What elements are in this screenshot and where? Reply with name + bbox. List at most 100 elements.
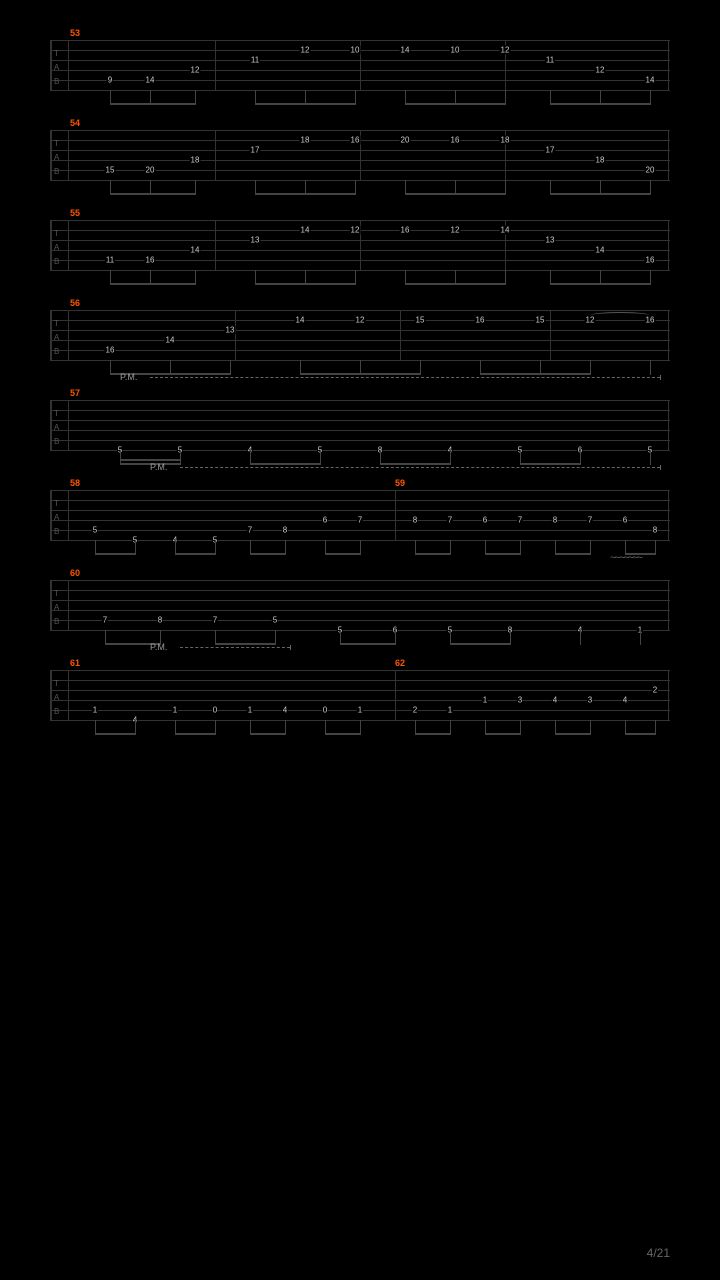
tab-letter: B <box>54 438 59 446</box>
fret-number: 13 <box>545 236 556 245</box>
string-line <box>50 430 670 431</box>
beam <box>550 193 651 195</box>
fret-number: 1 <box>247 706 253 715</box>
fret-number: 13 <box>225 326 236 335</box>
beam <box>415 553 451 555</box>
fret-number: 12 <box>190 66 201 75</box>
barline <box>395 670 396 720</box>
fret-number: 14 <box>190 246 201 255</box>
string-line <box>50 420 670 421</box>
stem-row <box>50 450 670 468</box>
fret-number: 0 <box>322 706 328 715</box>
string-line <box>50 510 670 511</box>
stem-row <box>50 180 670 198</box>
fret-number: 14 <box>595 246 606 255</box>
fret-number: 4 <box>552 696 558 705</box>
fret-number: 20 <box>145 166 156 175</box>
fret-number: 20 <box>645 166 656 175</box>
fret-number: 16 <box>450 136 461 145</box>
fret-number: 3 <box>517 696 523 705</box>
tab-letter: T <box>54 140 59 148</box>
tab-letter: B <box>54 528 59 536</box>
page-number: 4/21 <box>647 1246 670 1260</box>
pm-line-end <box>290 645 291 650</box>
string-line <box>50 530 670 531</box>
fret-number: 12 <box>450 226 461 235</box>
fret-number: 14 <box>145 76 156 85</box>
fret-number: 7 <box>357 516 363 525</box>
barline <box>215 130 216 180</box>
beam <box>340 643 396 645</box>
fret-number: 16 <box>145 256 156 265</box>
beam <box>175 553 216 555</box>
tab-letter: A <box>54 604 59 612</box>
barline <box>668 220 669 270</box>
vibrato-mark: ~~~~~~~ <box>610 552 641 564</box>
beam <box>625 733 656 735</box>
staff-bracket <box>50 130 52 180</box>
stem-row <box>50 630 670 648</box>
staff-bracket <box>50 310 52 360</box>
stem-row <box>50 540 670 558</box>
string-line <box>50 310 670 311</box>
tab-letter: A <box>54 244 59 252</box>
fret-number: 8 <box>552 516 558 525</box>
pm-line-end <box>660 465 661 470</box>
tab-system: 54TAB152018171816201618171820 <box>50 130 670 180</box>
tab-letter: B <box>54 708 59 716</box>
barline <box>215 220 216 270</box>
fret-number: 8 <box>157 616 163 625</box>
fret-number: 1 <box>447 706 453 715</box>
fret-number: 7 <box>247 526 253 535</box>
fret-number: 17 <box>250 146 261 155</box>
beam <box>250 463 321 465</box>
pm-label: P.M. <box>150 462 167 472</box>
string-line <box>50 610 670 611</box>
beam <box>550 103 651 105</box>
barline <box>215 40 216 90</box>
string-line <box>50 700 670 701</box>
fret-number: 10 <box>350 46 361 55</box>
stem <box>640 630 641 645</box>
fret-number: 0 <box>212 706 218 715</box>
fret-number: 2 <box>652 686 658 695</box>
barline <box>68 130 69 180</box>
tab-system: 53TAB91412111210141012111214 <box>50 40 670 90</box>
tab-letter: T <box>54 410 59 418</box>
tab-system: P.M.57TAB554584565 <box>50 400 670 450</box>
fret-number: 16 <box>400 226 411 235</box>
string-line <box>50 500 670 501</box>
fret-number: 5 <box>272 616 278 625</box>
barline <box>668 400 669 450</box>
fret-number: 4 <box>622 696 628 705</box>
beam <box>325 553 361 555</box>
staff-bracket <box>50 490 52 540</box>
barline <box>68 400 69 450</box>
tab-letter: A <box>54 64 59 72</box>
fret-number: 18 <box>500 136 511 145</box>
beam <box>325 733 361 735</box>
barline <box>68 490 69 540</box>
tab-letter: T <box>54 50 59 58</box>
tab-letter: A <box>54 514 59 522</box>
tab-letter: T <box>54 680 59 688</box>
beam <box>415 733 451 735</box>
beam <box>250 553 286 555</box>
beam <box>405 193 506 195</box>
tab-letter: B <box>54 78 59 86</box>
fret-number: 7 <box>587 516 593 525</box>
barline <box>395 490 396 540</box>
measure-number: 59 <box>395 478 405 488</box>
pm-line-end <box>660 375 661 380</box>
fret-number: 11 <box>545 56 555 65</box>
fret-number: 5 <box>92 526 98 535</box>
beam <box>550 283 651 285</box>
fret-number: 1 <box>482 696 488 705</box>
beam <box>120 459 181 461</box>
tab-letter: A <box>54 154 59 162</box>
pm-line <box>180 647 290 648</box>
tab-staff: TAB91412111210141012111214 <box>50 40 670 90</box>
tab-letter: A <box>54 694 59 702</box>
fret-number: 14 <box>295 316 306 325</box>
string-line <box>50 400 670 401</box>
